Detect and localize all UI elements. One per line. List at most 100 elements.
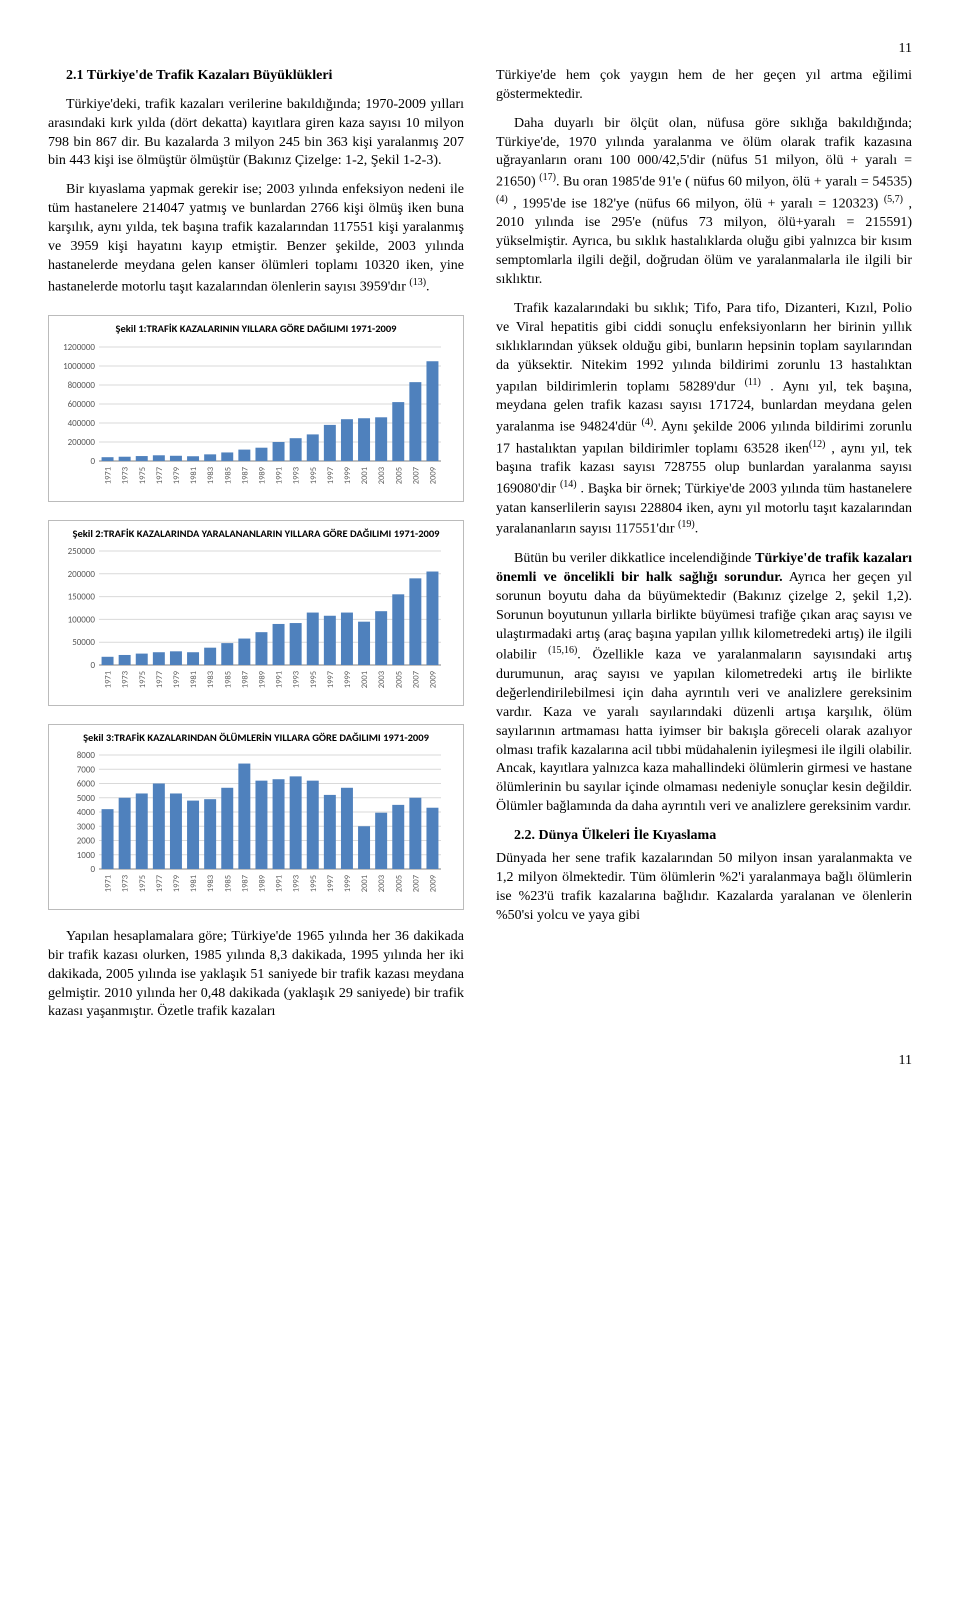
- svg-text:1995: 1995: [309, 875, 319, 892]
- heading-2-2: 2.2. Dünya Ülkeleri İle Kıyaslama: [514, 828, 716, 843]
- ref-17: (17): [539, 172, 556, 183]
- chart-2-title: Şekil 2:TRAFİK KAZALARINDA YARALANANLARI…: [49, 527, 463, 541]
- svg-text:1991: 1991: [275, 671, 285, 688]
- svg-text:2007: 2007: [411, 874, 421, 892]
- svg-text:2003: 2003: [377, 875, 387, 892]
- chart-1-canvas: 0 200000 400000 600000 800000 1000000 1200000 1…: [49, 341, 463, 501]
- svg-text:1985: 1985: [223, 671, 233, 688]
- svg-text:250000: 250000: [68, 546, 96, 557]
- svg-text:1977: 1977: [155, 466, 165, 484]
- chart-2-canvas: 0500001000001500002000002500001971197319…: [49, 545, 463, 705]
- svg-text:1985: 1985: [223, 467, 233, 484]
- ref-4a: (4): [496, 194, 508, 205]
- svg-text:2001: 2001: [360, 671, 370, 688]
- svg-text:1989: 1989: [257, 874, 267, 892]
- right-p2c: , 1995'de ise 182'ye (nüfus 66 milyon, ö…: [508, 197, 884, 212]
- right-p3f: .: [695, 522, 699, 537]
- svg-text:1997: 1997: [326, 874, 336, 892]
- left-p1: Türkiye'deki, trafik kazaları verilerine…: [48, 96, 464, 172]
- svg-text:1981: 1981: [189, 875, 199, 892]
- svg-text:1973: 1973: [121, 875, 131, 892]
- svg-text:200000: 200000: [68, 568, 96, 579]
- svg-text:2005: 2005: [394, 467, 404, 484]
- svg-text:1993: 1993: [292, 467, 302, 484]
- svg-text:1975: 1975: [138, 671, 148, 688]
- svg-text:1971: 1971: [104, 875, 114, 892]
- svg-text:600000: 600000: [68, 399, 96, 410]
- svg-text:5000: 5000: [77, 793, 96, 804]
- right-p4: Bütün bu veriler dikkatlice incelendiğin…: [496, 550, 912, 817]
- heading-2-1: 2.1 Türkiye'de Trafik Kazaları Büyüklükl…: [66, 68, 332, 83]
- chart-3-block: Şekil 3:TRAFİK KAZALARINDAN ÖLÜMLERİN YI…: [48, 724, 464, 910]
- ref-13: (13): [409, 277, 426, 288]
- svg-text:1987: 1987: [240, 874, 250, 892]
- left-column: 2.1 Türkiye'de Trafik Kazaları Büyüklükl…: [48, 67, 464, 1032]
- page-number-top: 11: [48, 40, 912, 59]
- svg-text:8000: 8000: [77, 750, 96, 761]
- ref-1516: (15,16): [548, 645, 577, 656]
- svg-text:200000: 200000: [68, 437, 96, 448]
- ref-14: (14): [560, 479, 577, 490]
- svg-text:3000: 3000: [77, 821, 96, 832]
- left-p2: Bir kıyaslama yapmak gerekir ise; 2003 y…: [48, 181, 464, 297]
- svg-text:1977: 1977: [155, 874, 165, 892]
- svg-text:1999: 1999: [343, 874, 353, 892]
- left-p2-text: Bir kıyaslama yapmak gerekir ise; 2003 y…: [48, 182, 464, 294]
- svg-text:4000: 4000: [77, 807, 96, 818]
- svg-text:1981: 1981: [189, 467, 199, 484]
- svg-text:2009: 2009: [428, 466, 438, 484]
- svg-text:2009: 2009: [428, 874, 438, 892]
- svg-text:800000: 800000: [68, 380, 96, 391]
- right-p2: Daha duyarlı bir ölçüt olan, nüfusa göre…: [496, 115, 912, 290]
- section-2-1: 2.1 Türkiye'de Trafik Kazaları Büyüklükl…: [48, 67, 464, 86]
- svg-text:1979: 1979: [172, 466, 182, 484]
- right-p4c: . Özellikle kaza ve yaralanmaların sayıs…: [496, 648, 912, 814]
- right-p4a: Bütün bu veriler dikkatlice incelendiğin…: [514, 551, 755, 566]
- svg-text:1987: 1987: [240, 466, 250, 484]
- svg-text:0: 0: [90, 864, 95, 875]
- svg-text:1995: 1995: [309, 467, 319, 484]
- right-column: Türkiye'de hem çok yaygın hem de her geç…: [496, 67, 912, 1032]
- svg-text:2005: 2005: [394, 875, 404, 892]
- svg-text:2005: 2005: [394, 671, 404, 688]
- svg-text:1983: 1983: [206, 671, 216, 688]
- svg-text:1000: 1000: [77, 850, 96, 861]
- svg-text:1997: 1997: [326, 670, 336, 688]
- svg-text:2007: 2007: [411, 466, 421, 484]
- chart-2-block: Şekil 2:TRAFİK KAZALARINDA YARALANANLARI…: [48, 520, 464, 706]
- svg-text:1200000: 1200000: [63, 342, 95, 353]
- svg-text:2003: 2003: [377, 671, 387, 688]
- right-p5: Dünyada her sene trafik kazalarından 50 …: [496, 850, 912, 926]
- svg-text:100000: 100000: [68, 614, 96, 625]
- svg-text:1977: 1977: [155, 670, 165, 688]
- ref-19: (19): [678, 519, 695, 530]
- svg-text:1995: 1995: [309, 671, 319, 688]
- svg-text:50000: 50000: [72, 637, 95, 648]
- svg-text:2000: 2000: [77, 835, 96, 846]
- svg-text:1989: 1989: [257, 670, 267, 688]
- chart-3-title: Şekil 3:TRAFİK KAZALARINDAN ÖLÜMLERİN YI…: [49, 731, 463, 745]
- svg-text:2009: 2009: [428, 670, 438, 688]
- right-p1: Türkiye'de hem çok yaygın hem de her geç…: [496, 67, 912, 105]
- svg-text:2007: 2007: [411, 670, 421, 688]
- section-2-2: 2.2. Dünya Ülkeleri İle Kıyaslama: [496, 827, 912, 846]
- two-column-layout: 2.1 Türkiye'de Trafik Kazaları Büyüklükl…: [48, 67, 912, 1032]
- svg-text:1997: 1997: [326, 466, 336, 484]
- svg-text:0: 0: [90, 660, 95, 671]
- left-p3: Yapılan hesaplamalara göre; Türkiye'de 1…: [48, 928, 464, 1022]
- svg-text:1999: 1999: [343, 466, 353, 484]
- svg-text:1975: 1975: [138, 467, 148, 484]
- chart-1-title: Şekil 1:TRAFİK KAZALARININ YILLARA GÖRE …: [49, 322, 463, 336]
- svg-text:1979: 1979: [172, 874, 182, 892]
- svg-text:1987: 1987: [240, 670, 250, 688]
- svg-text:1973: 1973: [121, 467, 131, 484]
- right-p2b: . Bu oran 1985'de 91'e ( nüfus 60 milyon…: [556, 175, 912, 190]
- ref-4b: (4): [642, 417, 654, 428]
- svg-text:1000000: 1000000: [63, 361, 95, 372]
- svg-text:1993: 1993: [292, 875, 302, 892]
- chart-3-canvas: 0100020003000400050006000700080001971197…: [49, 749, 463, 909]
- svg-text:0: 0: [90, 456, 95, 467]
- svg-text:2001: 2001: [360, 875, 370, 892]
- svg-text:1971: 1971: [104, 671, 114, 688]
- svg-text:400000: 400000: [68, 418, 96, 429]
